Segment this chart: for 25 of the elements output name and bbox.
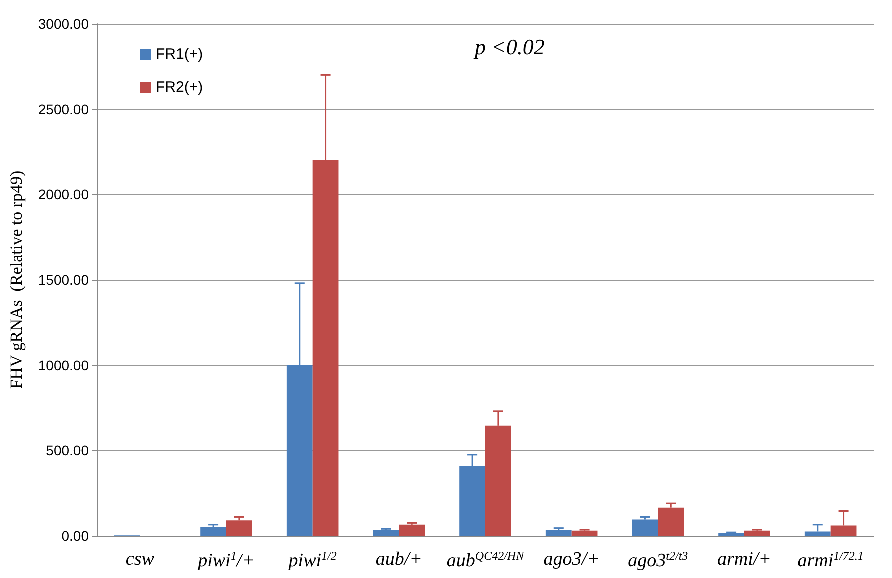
y-tick-label: 3000.00	[38, 16, 90, 32]
x-tick-label: ago3/+	[544, 549, 600, 570]
y-axis-title: FHV gRNAs (Relative to rp49)	[7, 170, 26, 390]
bar	[744, 530, 770, 536]
bar	[200, 527, 226, 536]
y-tick-label: 2000.00	[38, 186, 90, 203]
bar	[546, 530, 572, 536]
x-tick-label: csw	[126, 549, 155, 570]
bar	[718, 533, 744, 536]
bar	[226, 520, 252, 536]
y-tick-label: 500.00	[46, 442, 90, 459]
y-tick-label: 0.00	[62, 528, 90, 544]
annotation: p <0.02	[473, 34, 545, 60]
y-tick-label: 1000.00	[38, 357, 90, 374]
bar	[399, 524, 426, 536]
legend-label: FR2(+)	[156, 79, 204, 96]
y-tick-label: 2500.00	[38, 101, 90, 118]
x-tick-label: aub/+	[376, 549, 422, 570]
y-tick-label: 1500.00	[38, 272, 90, 288]
bar	[632, 520, 658, 536]
bar	[658, 508, 684, 536]
bar	[572, 530, 598, 536]
bar	[373, 530, 400, 536]
legend-label: FR1(+)	[156, 46, 204, 63]
x-tick-label: armi/+	[718, 549, 772, 570]
